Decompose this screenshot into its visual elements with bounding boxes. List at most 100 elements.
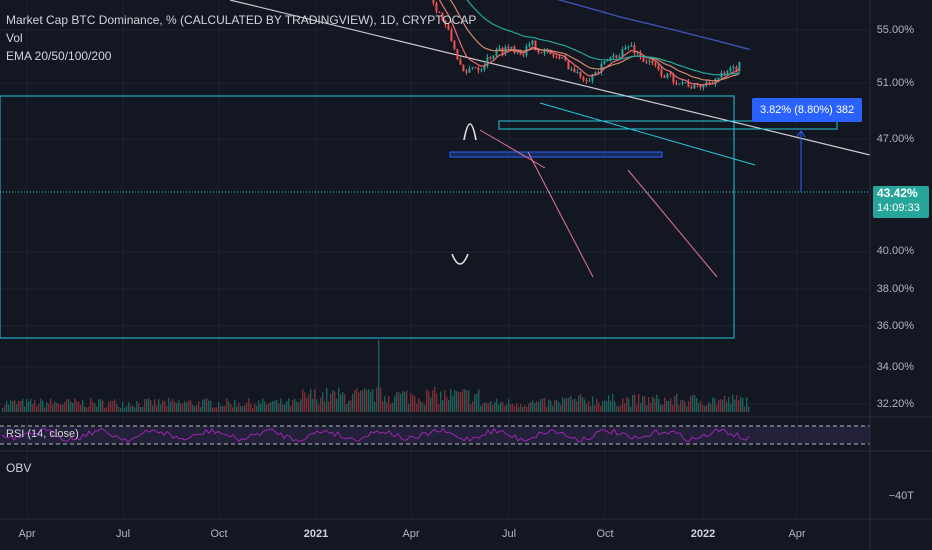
volume-bar — [636, 404, 638, 412]
volume-bar — [82, 400, 84, 412]
volume-bar — [236, 406, 238, 412]
candle-body — [486, 57, 489, 66]
volume-bar — [524, 405, 526, 412]
measure-arrowhead — [796, 130, 806, 138]
chart-title[interactable]: Market Cap BTC Dominance, % (CALCULATED … — [6, 13, 477, 27]
volume-bar — [722, 399, 724, 412]
volume-bar — [194, 405, 196, 412]
volume-bar — [112, 401, 114, 412]
volume-bar — [256, 405, 258, 412]
volume-bar — [574, 398, 576, 412]
volume-bar — [550, 400, 552, 412]
volume-bar — [500, 402, 502, 412]
volume-bar — [684, 401, 686, 412]
volume-bar — [350, 400, 352, 412]
volume-bar — [434, 386, 436, 412]
volume-bar — [240, 405, 242, 412]
volume-bar — [272, 401, 274, 412]
rsi-legend[interactable]: RSI (14, close) — [6, 428, 79, 440]
candle-body — [651, 60, 654, 64]
candle-body — [498, 47, 501, 50]
volume-bar — [718, 399, 720, 412]
volume-bar — [502, 402, 504, 412]
volume-bar — [714, 397, 716, 412]
volume-bar — [488, 403, 490, 412]
volume-bar — [368, 389, 370, 412]
volume-bar — [366, 389, 368, 412]
volume-bar — [710, 403, 712, 412]
volume-bar — [498, 404, 500, 412]
volume-bar — [748, 406, 750, 412]
volume-bar — [608, 395, 610, 412]
volume-bar — [276, 399, 278, 412]
candle-body — [510, 46, 513, 49]
candle-body — [597, 72, 600, 74]
volume-bar — [106, 407, 108, 412]
volume-bar — [188, 400, 190, 412]
volume-bar — [196, 405, 198, 412]
volume-bar — [266, 404, 268, 412]
volume-bar — [382, 401, 384, 412]
volume-bar — [46, 402, 48, 412]
obv-legend[interactable]: OBV — [6, 461, 32, 475]
time-tick: 2021 — [303, 528, 329, 540]
volume-bar — [428, 390, 430, 412]
volume-bar — [394, 396, 396, 412]
rsi-line — [1, 427, 750, 443]
candle-body — [540, 52, 543, 54]
volume-bar — [206, 398, 208, 412]
ema-legend[interactable]: EMA 20/50/100/200 — [6, 49, 112, 63]
volume-bar — [18, 401, 20, 412]
volume-bar — [254, 403, 256, 412]
volume-bar — [396, 391, 398, 412]
volume-bar — [630, 406, 632, 412]
volume-bar — [90, 398, 92, 412]
volume-legend[interactable]: Vol — [6, 31, 23, 45]
candle-body — [678, 83, 681, 85]
volume-bar — [510, 404, 512, 412]
volume-bar — [242, 406, 244, 412]
volume-bar — [642, 395, 644, 412]
candle-body — [642, 57, 645, 62]
volume-bar — [150, 400, 152, 412]
volume-bar — [330, 393, 332, 412]
volume-bar — [512, 404, 514, 412]
obv-scale-label: −40T — [888, 490, 914, 502]
volume-bar — [724, 395, 726, 412]
volume-bar — [556, 399, 558, 412]
volume-bar — [632, 394, 634, 412]
candle-body — [696, 84, 699, 86]
volume-bar — [234, 399, 236, 412]
measure-tool-label[interactable]: 3.82% (8.80%) 382 — [752, 98, 863, 122]
candle-body — [588, 80, 591, 82]
candle-body — [459, 59, 462, 65]
volume-bar — [98, 399, 100, 412]
volume-bar — [62, 404, 64, 412]
volume-bar — [262, 398, 264, 412]
volume-bar — [48, 403, 50, 412]
volume-bar — [534, 403, 536, 412]
volume-bar — [560, 404, 562, 412]
volume-bar — [740, 396, 742, 412]
time-tick: Oct — [596, 528, 614, 540]
volume-bar — [356, 388, 358, 412]
price-tick: 40.00% — [876, 245, 914, 257]
volume-bar — [378, 340, 380, 412]
volume-bar — [124, 407, 126, 412]
volume-bar — [8, 404, 10, 412]
volume-bar — [178, 400, 180, 412]
volume-bar — [634, 394, 636, 412]
volume-bar — [460, 391, 462, 412]
volume-bar — [430, 397, 432, 412]
volume-bar — [490, 400, 492, 412]
time-tick: Jul — [115, 528, 131, 540]
volume-bar — [40, 398, 42, 412]
volume-bar — [248, 398, 250, 412]
volume-bar — [44, 407, 46, 412]
volume-bar — [166, 406, 168, 412]
volume-bar — [568, 397, 570, 412]
volume-bar — [230, 404, 232, 412]
volume-bar — [742, 397, 744, 412]
